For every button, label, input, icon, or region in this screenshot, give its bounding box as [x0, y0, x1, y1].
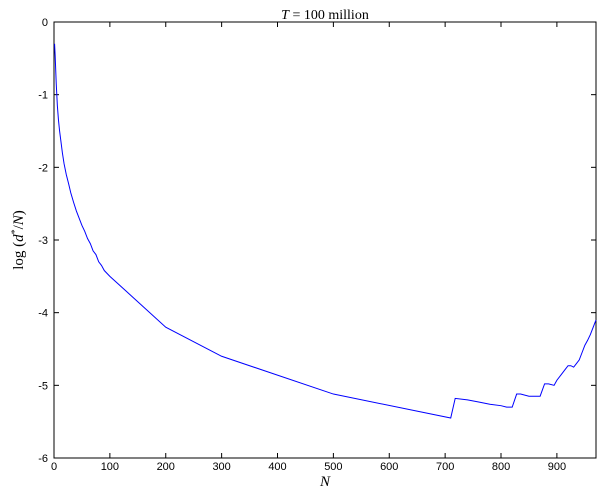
- x-tick-label: 400: [268, 461, 286, 473]
- series-line: [54, 43, 597, 419]
- y-tick-label: -5: [38, 380, 48, 392]
- x-tick-label: 200: [157, 461, 175, 473]
- y-tick-label: 0: [42, 17, 48, 29]
- x-tick-label: 900: [548, 461, 566, 473]
- y-tick-labels: 0 -1 -2 -3 -4 -5 -6: [38, 17, 48, 465]
- chart-title: T = 100 million: [281, 8, 369, 23]
- x-tick-label: 600: [380, 461, 398, 473]
- y-tick-label: -6: [38, 453, 48, 465]
- y-tick-label: -4: [38, 308, 48, 320]
- y-tick-label: -1: [38, 90, 48, 102]
- x-tick-label: 800: [492, 461, 510, 473]
- y-tick-label: -2: [38, 162, 48, 174]
- series-layer: [54, 43, 597, 419]
- x-tick-label: 500: [324, 461, 342, 473]
- y-axis-title: log (d*/N): [10, 210, 28, 270]
- x-tick-label: 0: [51, 461, 57, 473]
- tick-marks: [53, 21, 596, 459]
- x-tick-label: 700: [436, 461, 454, 473]
- plot-area: [53, 21, 597, 459]
- x-tick-labels: 0 100 200 300 400 500 600 700 800 900: [51, 461, 566, 473]
- x-tick-label: 300: [212, 461, 230, 473]
- x-axis-title: N: [319, 474, 331, 490]
- x-tick-label: 100: [101, 461, 119, 473]
- y-tick-label: -3: [38, 235, 48, 247]
